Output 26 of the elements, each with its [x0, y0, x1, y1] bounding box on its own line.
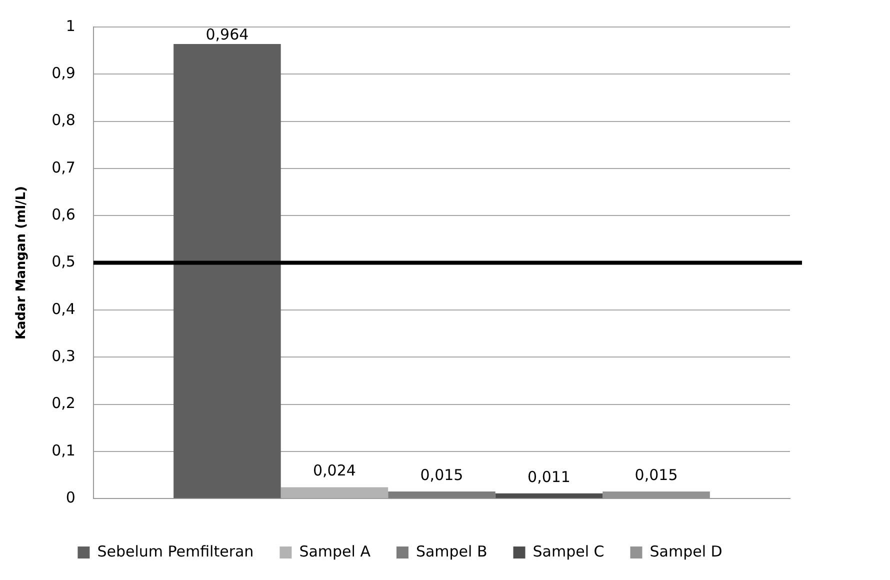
- y-tick-label: 0,1: [52, 441, 76, 460]
- y-tick-label: 0: [66, 488, 76, 506]
- data-label: 0,964: [206, 25, 249, 44]
- y-tick-label: 0,6: [52, 206, 76, 224]
- legend-label: Sebelum Pemfilteran: [97, 542, 254, 560]
- bar: [280, 487, 388, 498]
- y-tick-label: 0,7: [52, 158, 76, 176]
- legend-label: Sampel B: [416, 542, 488, 560]
- data-label: 0,011: [528, 468, 570, 486]
- data-label: 0,015: [420, 466, 464, 484]
- y-tick-label: 0,3: [52, 347, 76, 366]
- y-tick-label: 1: [66, 16, 76, 35]
- bar: [174, 44, 281, 498]
- y-tick-label: 0,9: [52, 64, 76, 82]
- y-axis-title: Kadar Mangan (ml/L): [14, 186, 30, 340]
- y-tick-label: 0,4: [52, 300, 76, 318]
- legend-label: Sampel C: [532, 542, 604, 560]
- bar: [495, 493, 603, 498]
- y-tick-label: 0,8: [52, 111, 76, 130]
- y-tick-label: 0,5: [52, 252, 76, 271]
- data-label: 0,015: [634, 466, 678, 484]
- legend-label: Sampel A: [299, 542, 372, 560]
- data-label: 0,024: [312, 462, 356, 480]
- y-tick-label: 0,2: [52, 394, 76, 412]
- bar: [388, 492, 496, 498]
- legend-label: Sampel D: [650, 542, 722, 560]
